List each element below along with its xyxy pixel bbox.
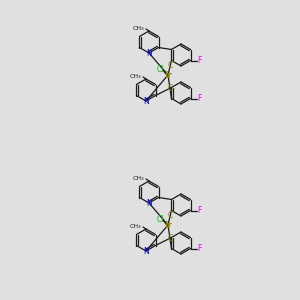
Text: Cl: Cl (156, 65, 164, 74)
Text: ⁻: ⁻ (172, 88, 175, 94)
Text: C: C (168, 211, 173, 220)
Text: F: F (197, 206, 202, 215)
Text: F: F (197, 94, 202, 103)
Text: CH₃: CH₃ (132, 176, 144, 181)
Text: F: F (197, 56, 202, 65)
Text: Cl: Cl (156, 215, 164, 224)
Text: Ir: Ir (164, 220, 172, 230)
Text: N: N (144, 97, 149, 106)
Text: CH₃: CH₃ (129, 224, 141, 229)
Text: F: F (197, 244, 202, 253)
Text: C: C (168, 61, 173, 70)
Text: C: C (168, 84, 173, 93)
Text: ⁻: ⁻ (172, 211, 175, 217)
Text: Ir: Ir (164, 70, 172, 80)
Text: N: N (147, 199, 152, 208)
Text: ⁻: ⁻ (172, 238, 175, 244)
Text: CH₃: CH₃ (129, 74, 141, 79)
Text: N: N (144, 247, 149, 256)
Text: ⁻: ⁻ (172, 61, 175, 67)
Text: C: C (168, 234, 173, 243)
Text: CH₃: CH₃ (132, 26, 144, 31)
Text: N: N (147, 49, 152, 58)
